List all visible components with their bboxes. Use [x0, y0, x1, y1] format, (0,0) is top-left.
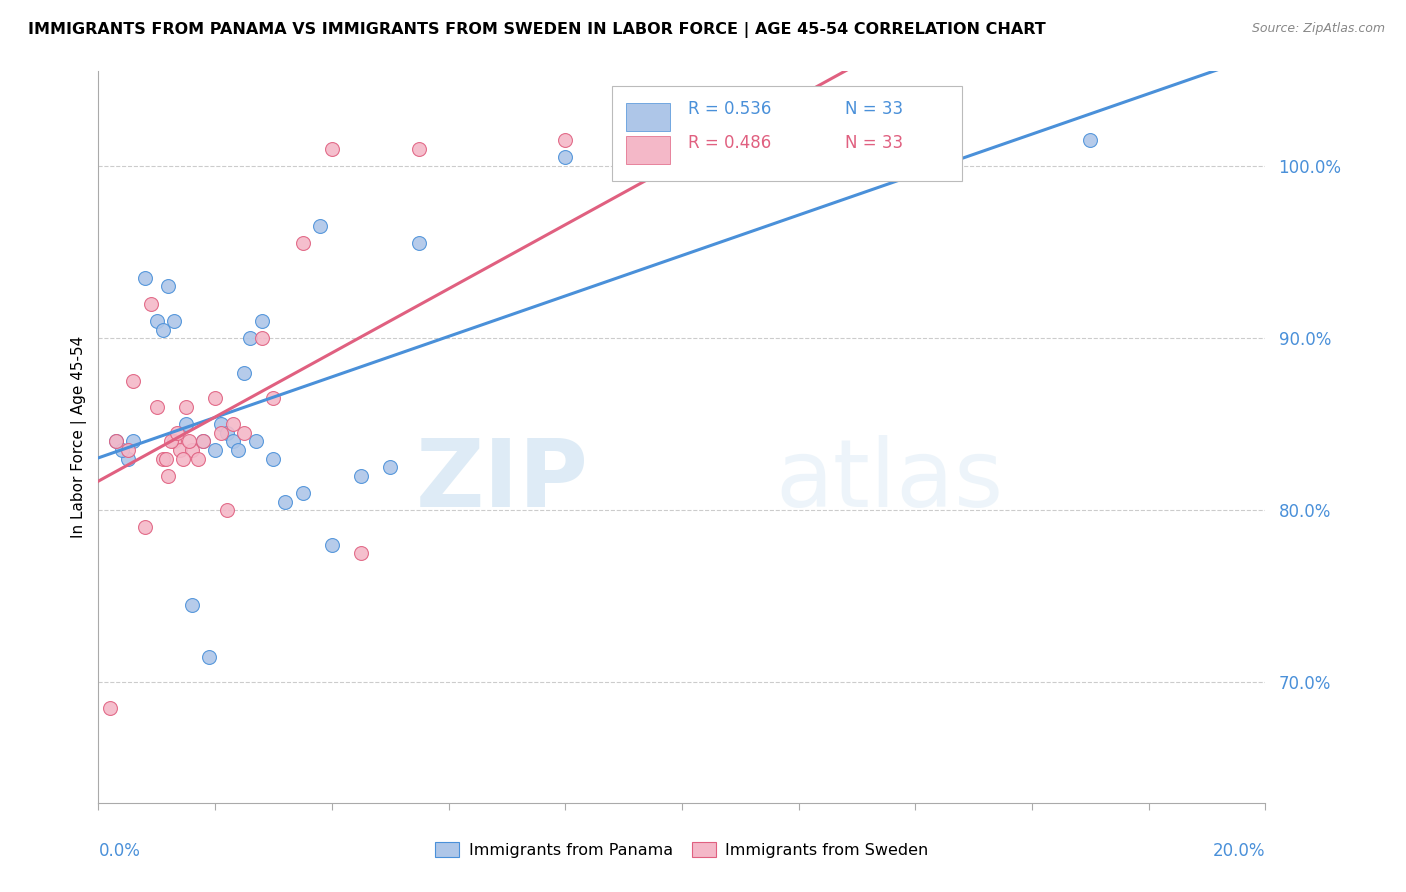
Text: R = 0.486: R = 0.486 — [688, 134, 770, 152]
Point — [554, 150, 576, 164]
Point — [122, 374, 145, 388]
Point — [152, 451, 174, 466]
Point — [134, 271, 156, 285]
Point — [172, 451, 194, 466]
Point — [122, 434, 145, 449]
Text: 0.0%: 0.0% — [98, 842, 141, 860]
Point — [111, 442, 134, 457]
Point — [166, 425, 188, 440]
Point — [233, 425, 256, 440]
Point — [193, 434, 215, 449]
Point — [117, 451, 139, 466]
Point — [239, 331, 262, 345]
Point — [350, 468, 373, 483]
Point — [228, 442, 250, 457]
Point — [221, 417, 243, 432]
Point — [787, 142, 810, 156]
Point — [193, 434, 215, 449]
Point — [187, 451, 209, 466]
Point — [309, 219, 332, 234]
Point — [98, 701, 121, 715]
Point — [204, 442, 226, 457]
Point — [1080, 133, 1102, 147]
Point — [250, 331, 273, 345]
Y-axis label: In Labor Force | Age 45-54: In Labor Force | Age 45-54 — [72, 336, 87, 538]
Point — [146, 400, 169, 414]
Point — [350, 546, 373, 560]
Point — [163, 314, 186, 328]
Text: atlas: atlas — [775, 435, 1004, 527]
Point — [180, 598, 202, 612]
Point — [321, 538, 343, 552]
FancyBboxPatch shape — [626, 103, 671, 130]
Point — [291, 486, 314, 500]
Point — [245, 434, 267, 449]
Point — [380, 460, 402, 475]
FancyBboxPatch shape — [626, 136, 671, 164]
Point — [155, 451, 177, 466]
Point — [157, 279, 180, 293]
Text: N = 33: N = 33 — [845, 134, 904, 152]
Legend: Immigrants from Panama, Immigrants from Sweden: Immigrants from Panama, Immigrants from … — [429, 836, 935, 864]
Point — [408, 236, 430, 251]
Text: ZIP: ZIP — [416, 435, 589, 527]
Point — [321, 142, 343, 156]
FancyBboxPatch shape — [612, 86, 962, 181]
Point — [180, 442, 202, 457]
Point — [160, 434, 183, 449]
Point — [134, 520, 156, 534]
Point — [198, 649, 221, 664]
Text: Source: ZipAtlas.com: Source: ZipAtlas.com — [1251, 22, 1385, 36]
Text: IMMIGRANTS FROM PANAMA VS IMMIGRANTS FROM SWEDEN IN LABOR FORCE | AGE 45-54 CORR: IMMIGRANTS FROM PANAMA VS IMMIGRANTS FRO… — [28, 22, 1046, 38]
Point — [209, 417, 232, 432]
Point — [117, 442, 139, 457]
Point — [174, 417, 197, 432]
Point — [146, 314, 169, 328]
Point — [157, 468, 180, 483]
Text: 20.0%: 20.0% — [1213, 842, 1265, 860]
Point — [291, 236, 314, 251]
Point — [163, 434, 186, 449]
Point — [204, 392, 226, 406]
Point — [221, 434, 243, 449]
Point — [139, 296, 162, 310]
Point — [169, 442, 191, 457]
Point — [174, 400, 197, 414]
Point — [250, 314, 273, 328]
Point — [104, 434, 127, 449]
Point — [233, 366, 256, 380]
Text: N = 33: N = 33 — [845, 101, 904, 119]
Point — [263, 392, 285, 406]
Point — [215, 503, 238, 517]
Text: R = 0.536: R = 0.536 — [688, 101, 770, 119]
Point — [209, 425, 232, 440]
Point — [554, 133, 576, 147]
Point — [215, 425, 238, 440]
Point — [104, 434, 127, 449]
Point — [408, 142, 430, 156]
Point — [152, 322, 174, 336]
Point — [177, 434, 200, 449]
Point — [904, 133, 927, 147]
Point — [263, 451, 285, 466]
Point — [274, 494, 297, 508]
